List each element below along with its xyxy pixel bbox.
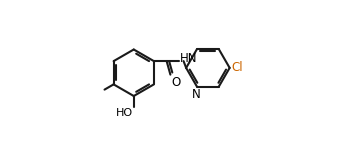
Text: O: O xyxy=(171,76,180,89)
Text: HN: HN xyxy=(180,52,198,65)
Text: HO: HO xyxy=(116,108,133,118)
Text: Cl: Cl xyxy=(231,61,243,74)
Text: N: N xyxy=(192,88,201,101)
